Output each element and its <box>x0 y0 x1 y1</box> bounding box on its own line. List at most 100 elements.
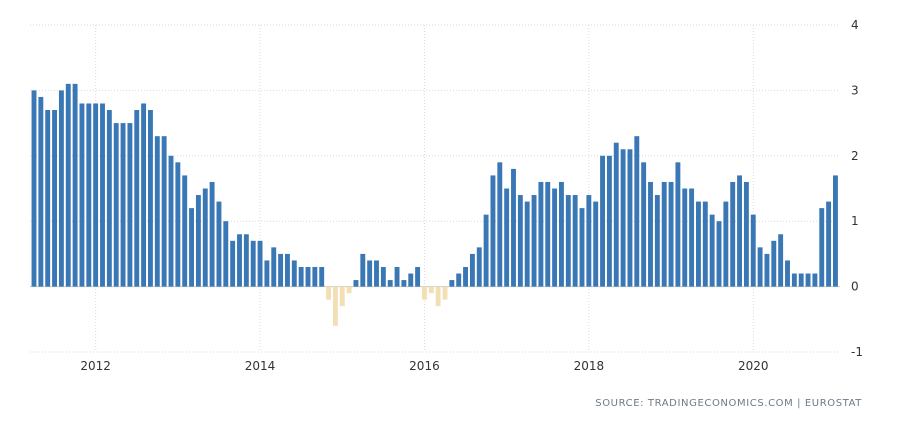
x-tick-label: 2014 <box>245 359 276 373</box>
bar <box>565 195 571 287</box>
bar <box>764 253 770 287</box>
bar <box>586 195 592 287</box>
bar <box>175 162 181 287</box>
bar <box>264 260 270 287</box>
bar <box>668 181 674 287</box>
bar <box>785 260 790 287</box>
bar <box>257 240 263 287</box>
bar <box>93 103 99 287</box>
bar <box>394 266 400 287</box>
bar <box>319 266 325 287</box>
bar <box>723 201 729 287</box>
y-tick-label: 4 <box>851 18 859 32</box>
bar <box>449 280 455 287</box>
bar <box>552 188 558 287</box>
bar <box>620 149 626 287</box>
bar <box>168 155 174 287</box>
x-tick-label: 2020 <box>738 359 769 373</box>
bar <box>100 103 105 287</box>
bar <box>682 188 688 287</box>
bar <box>791 273 797 287</box>
bar <box>189 208 194 287</box>
bar <box>716 221 722 287</box>
bar <box>757 247 763 287</box>
bar <box>387 280 393 287</box>
bar <box>374 260 379 287</box>
bar <box>463 266 468 287</box>
bar <box>600 155 605 287</box>
bar <box>593 201 599 287</box>
bar <box>52 110 57 287</box>
bar <box>661 181 667 287</box>
bar <box>648 181 653 287</box>
source-credit: SOURCE: TRADINGECONOMICS.COM | EUROSTAT <box>595 398 862 409</box>
bar <box>182 175 188 287</box>
bar <box>312 266 318 287</box>
bar <box>517 195 523 287</box>
bar <box>326 286 331 300</box>
bar <box>79 103 85 287</box>
bar <box>113 123 119 287</box>
bar <box>291 260 297 287</box>
x-tick-label: 2012 <box>80 359 111 373</box>
bar <box>435 286 441 307</box>
bar <box>243 234 249 287</box>
y-tick-label: 0 <box>851 280 859 294</box>
bar <box>743 181 749 287</box>
bar <box>689 188 695 287</box>
bar <box>141 103 147 287</box>
bar <box>504 188 510 287</box>
bar <box>654 195 660 287</box>
bar <box>696 201 701 287</box>
bar <box>72 83 78 287</box>
y-tick-label: 2 <box>851 149 859 163</box>
bar-layer <box>31 83 838 326</box>
bar <box>120 123 126 287</box>
bar <box>737 175 742 287</box>
bar <box>339 286 345 307</box>
bar <box>812 273 818 287</box>
bar <box>353 280 359 287</box>
bar <box>559 181 564 287</box>
bar <box>38 96 44 287</box>
bar <box>278 253 284 287</box>
bar <box>415 266 421 287</box>
bar <box>572 195 578 287</box>
bar <box>250 240 256 287</box>
bar <box>442 286 448 300</box>
bar <box>148 110 153 287</box>
bar <box>134 110 140 287</box>
bar <box>702 201 708 287</box>
bar <box>469 253 475 287</box>
y-axis-tick-labels: 4 3 2 1 0 -1 <box>851 18 863 359</box>
x-tick-label: 2018 <box>574 359 605 373</box>
bar <box>511 168 516 287</box>
bar <box>422 286 427 300</box>
bar <box>195 195 201 287</box>
bar <box>380 266 386 287</box>
bar <box>805 273 811 287</box>
bar <box>428 286 434 294</box>
bar <box>346 286 352 294</box>
bar <box>613 142 619 287</box>
bar <box>778 234 784 287</box>
bar <box>65 83 71 287</box>
bar <box>154 136 160 287</box>
bar <box>497 162 503 287</box>
bar <box>127 123 133 287</box>
y-tick-label: 3 <box>851 83 859 97</box>
bar <box>606 155 612 287</box>
x-tick-label: 2016 <box>409 359 440 373</box>
bar <box>230 240 236 287</box>
bar <box>271 247 277 287</box>
bar <box>367 260 373 287</box>
bar <box>31 90 37 287</box>
bar <box>826 201 832 287</box>
bar <box>524 201 530 287</box>
bar <box>771 240 777 287</box>
bar <box>223 221 229 287</box>
y-tick-label: -1 <box>851 345 863 359</box>
bar <box>490 175 496 287</box>
bar <box>401 280 407 287</box>
